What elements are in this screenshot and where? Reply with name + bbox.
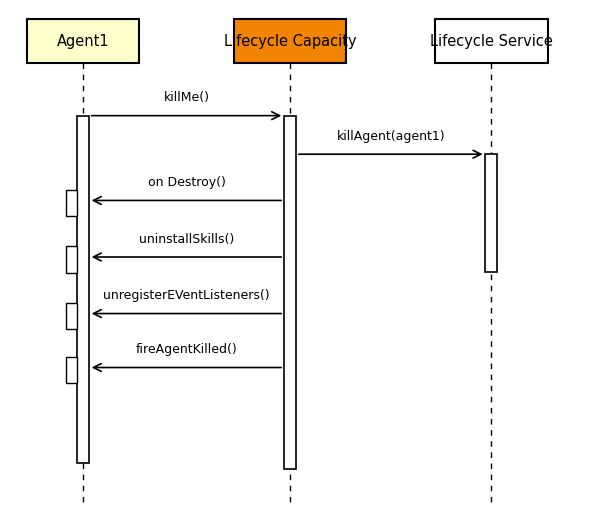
Bar [66,246,77,273]
Text: fireAgentKilled(): fireAgentKilled() [136,343,237,356]
Bar [234,19,346,63]
Text: on Destroy(): on Destroy() [147,176,226,189]
Bar [284,116,296,469]
Text: killMe(): killMe() [163,91,210,104]
Bar [77,116,89,463]
Text: Lifecycle Capacity: Lifecycle Capacity [224,33,356,49]
Text: uninstallSkills(): uninstallSkills() [139,233,234,246]
Text: killAgent(agent1): killAgent(agent1) [336,130,445,143]
Bar [66,190,77,216]
Text: unregisterEVentListeners(): unregisterEVentListeners() [103,289,270,302]
Bar [485,154,497,272]
Bar [66,303,77,329]
Bar [435,19,548,63]
Bar [66,357,77,383]
Bar [27,19,139,63]
Text: Agent1: Agent1 [57,33,109,49]
Text: Lifecycle Service: Lifecycle Service [430,33,553,49]
